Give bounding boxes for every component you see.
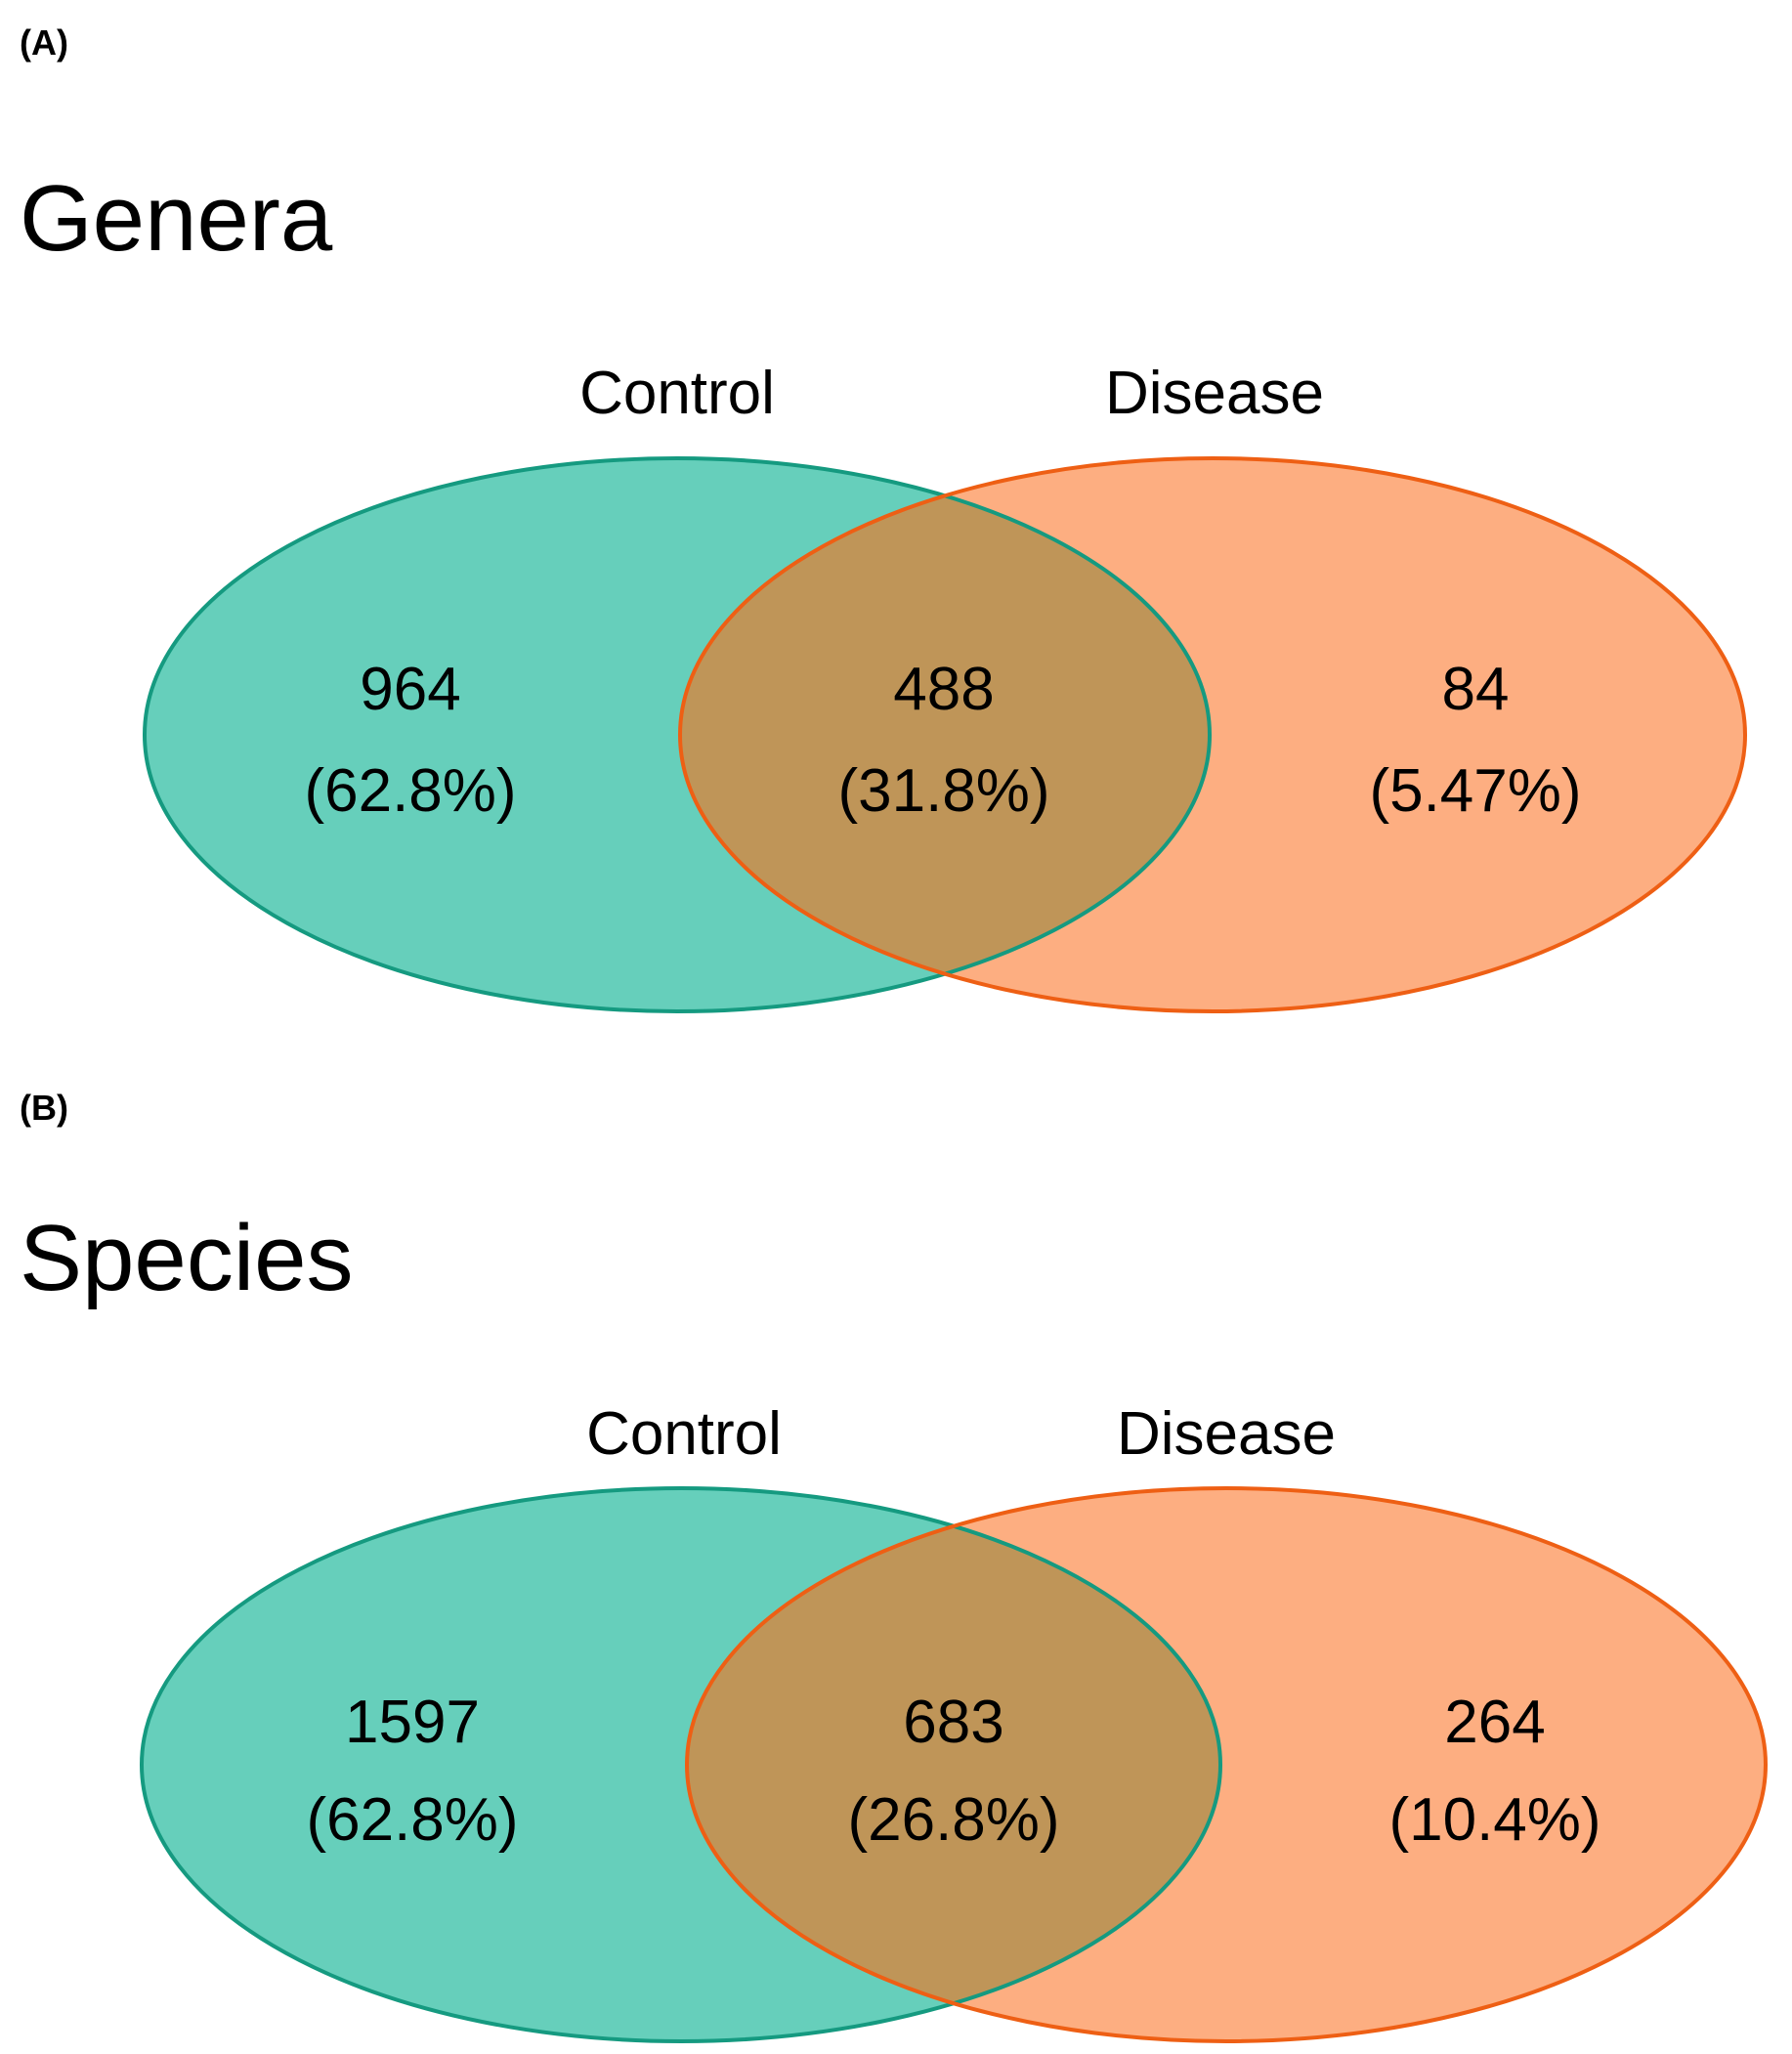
overlap-count: 488: [893, 656, 994, 723]
overlap-percent: (26.8%): [847, 1786, 1059, 1854]
disease-only-percent: (5.47%): [1369, 757, 1581, 825]
disease-only-count: 264: [1444, 1689, 1545, 1756]
control-only-percent: (62.8%): [306, 1786, 518, 1854]
venn-panel-species: (B) Species Control Disease 1597 (62.8%)…: [0, 1085, 1792, 2054]
disease-only-percent: (10.4%): [1388, 1786, 1600, 1854]
overlap-percent: (31.8%): [837, 757, 1049, 825]
set-label-disease: Disease: [1105, 360, 1324, 427]
set-label-control: Control: [586, 1400, 782, 1468]
overlap-region: [680, 458, 1210, 1011]
disease-ellipse-outline: [685, 1486, 1768, 2043]
control-only-count: 1597: [345, 1689, 480, 1756]
control-only-count: 964: [360, 656, 460, 723]
venn-panel-genera: (A) Genera Control Disease 964 (62.8%) 4…: [20, 22, 1747, 1013]
set-label-disease: Disease: [1117, 1400, 1336, 1468]
panel-title: Species: [20, 1206, 354, 1310]
control-only-percent: (62.8%): [304, 757, 516, 825]
overlap-count: 683: [903, 1689, 1003, 1756]
panel-title: Genera: [20, 166, 333, 271]
venn-diagram-genera: (A) Genera Control Disease 964 (62.8%) 4…: [20, 22, 1747, 1013]
overlap-region: [687, 1488, 1220, 2041]
disease-only-count: 84: [1442, 656, 1510, 723]
control-ellipse-outline: [140, 1486, 1222, 2043]
venn-diagram-species: (B) Species Control Disease 1597 (62.8%)…: [20, 1088, 1768, 2043]
control-ellipse-outline: [143, 456, 1212, 1013]
disease-ellipse-outline: [678, 456, 1747, 1013]
panel-label: (B): [20, 1088, 68, 1128]
panel-label: (A): [20, 22, 68, 63]
set-label-control: Control: [579, 360, 775, 427]
